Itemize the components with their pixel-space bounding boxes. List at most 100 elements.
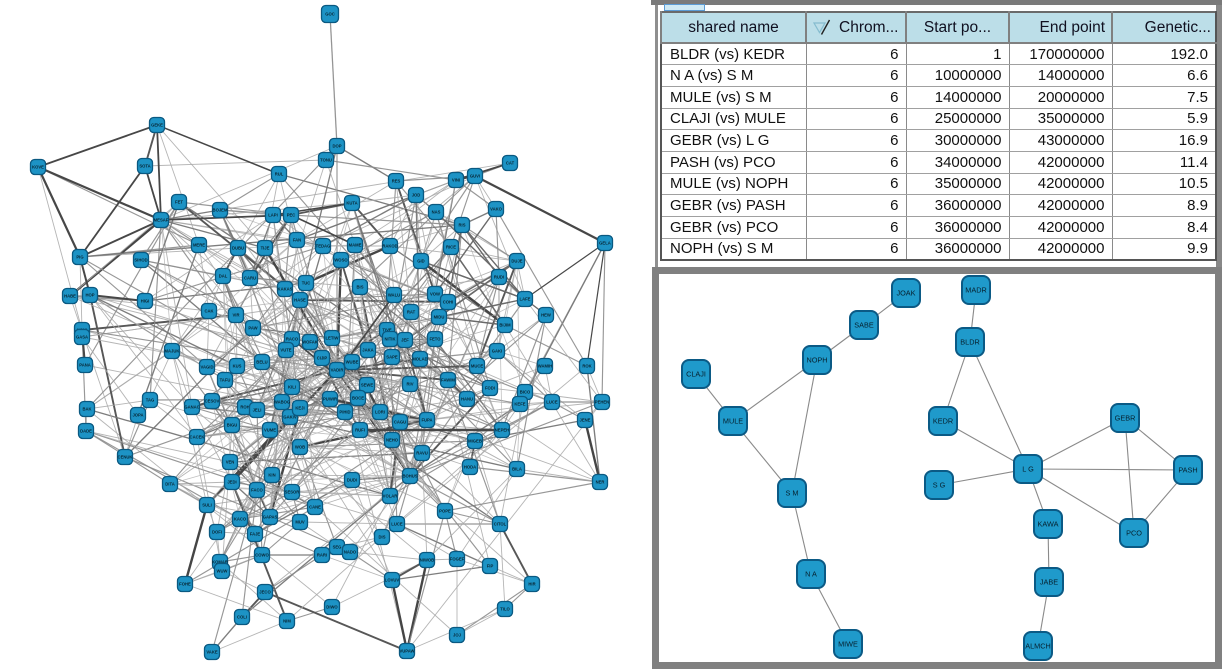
svg-text:RUFI: RUFI — [355, 428, 365, 433]
svg-text:BELU: BELU — [256, 360, 267, 365]
svg-text:RUL: RUL — [275, 172, 284, 177]
svg-text:VOLAR: VOLAR — [383, 494, 398, 499]
svg-text:LAFE: LAFE — [520, 297, 531, 302]
svg-text:TAG: TAG — [146, 398, 155, 403]
svg-text:LUCE: LUCE — [546, 400, 558, 405]
svg-text:GAKIV: GAKIV — [283, 415, 296, 420]
svg-text:JELI: JELI — [253, 408, 262, 413]
svg-text:LUCE: LUCE — [391, 522, 403, 527]
svg-text:L G: L G — [1022, 465, 1034, 474]
svg-text:S G: S G — [933, 481, 946, 490]
svg-text:WUW: WUW — [217, 569, 228, 574]
svg-text:MULE: MULE — [723, 417, 743, 426]
svg-text:NADO: NADO — [344, 550, 357, 555]
svg-text:PIHID: PIHID — [339, 410, 350, 415]
svg-text:VAGID: VAGID — [201, 365, 214, 370]
svg-text:RARI: RARI — [317, 553, 327, 558]
svg-text:MUV: MUV — [295, 520, 305, 525]
svg-text:NEPEH: NEPEH — [495, 428, 509, 433]
svg-text:RIV: RIV — [407, 382, 414, 387]
svg-text:MAJUK: MAJUK — [165, 349, 180, 354]
svg-text:MUCE: MUCE — [471, 364, 484, 369]
svg-text:WOSO: WOSO — [334, 258, 348, 263]
svg-text:WABOG: WABOG — [274, 400, 290, 405]
svg-text:DUBU: DUBU — [232, 246, 244, 251]
svg-text:FAWIM: FAWIM — [441, 378, 455, 383]
svg-text:CACEK: CACEK — [190, 435, 205, 440]
svg-text:GEBR: GEBR — [1115, 414, 1136, 423]
svg-text:JOAK: JOAK — [896, 289, 915, 298]
svg-text:LORI: LORI — [375, 410, 385, 415]
svg-text:ROK: ROK — [582, 364, 591, 369]
svg-text:MESAF: MESAF — [154, 218, 169, 223]
svg-text:TAFU: TAFU — [220, 378, 231, 383]
svg-text:ROH: ROH — [240, 405, 249, 410]
svg-text:LETIW: LETIW — [325, 336, 338, 341]
svg-text:FAJE: FAJE — [250, 532, 261, 537]
svg-text:VUPAW: VUPAW — [399, 649, 414, 654]
svg-text:DITA: DITA — [165, 482, 174, 487]
svg-text:TIJE: TIJE — [261, 246, 270, 251]
svg-text:FUPA: FUPA — [421, 418, 432, 423]
svg-text:VOW: VOW — [430, 292, 440, 297]
svg-text:PAW: PAW — [248, 326, 257, 331]
svg-text:VAKE: VAKE — [206, 650, 218, 655]
svg-text:HIR: HIR — [528, 582, 535, 587]
svg-text:RAT: RAT — [407, 310, 416, 315]
svg-text:VUME: VUME — [264, 428, 276, 433]
svg-text:KOVE: KOVE — [32, 165, 44, 170]
svg-text:VAKO: VAKO — [490, 207, 503, 212]
svg-text:KUS: KUS — [233, 364, 242, 369]
svg-text:JABE: JABE — [1040, 578, 1058, 587]
svg-text:NEHO: NEHO — [386, 438, 399, 443]
svg-text:DUDI: DUDI — [347, 478, 357, 483]
svg-text:FODI: FODI — [485, 386, 495, 391]
svg-text:KILI: KILI — [288, 385, 296, 390]
svg-text:JOJ: JOJ — [453, 633, 462, 638]
svg-text:KAWA: KAWA — [1038, 520, 1059, 529]
svg-text:JOPA: JOPA — [132, 413, 143, 418]
svg-text:RES: RES — [392, 179, 401, 184]
svg-text:DOP: DOP — [332, 144, 341, 149]
svg-text:GUVI: GUVI — [470, 174, 480, 179]
svg-text:CENUK: CENUK — [118, 455, 133, 460]
svg-text:TUC: TUC — [302, 281, 311, 286]
svg-text:BAK: BAK — [82, 407, 91, 412]
svg-text:CAGU: CAGU — [394, 420, 406, 425]
svg-text:MERE: MERE — [193, 243, 205, 248]
svg-text:HIGI: HIGI — [141, 299, 150, 304]
svg-text:FOHE: FOHE — [179, 582, 191, 587]
svg-text:DAL: DAL — [219, 274, 228, 279]
svg-text:MOLAD: MOLAD — [412, 357, 427, 362]
svg-text:SAPE: SAPE — [386, 355, 398, 360]
svg-text:DADE: DADE — [80, 429, 92, 434]
svg-text:CLAJI: CLAJI — [686, 370, 706, 379]
svg-text:COLI: COLI — [237, 615, 247, 620]
svg-text:RAKOD: RAKOD — [382, 244, 397, 249]
svg-text:BOCE: BOCE — [352, 396, 364, 401]
svg-text:KEFE: KEFE — [514, 402, 525, 407]
svg-text:LOVUV: LOVUV — [385, 578, 400, 583]
svg-text:RICE: RICE — [446, 245, 456, 250]
svg-text:RACO: RACO — [286, 337, 299, 342]
svg-text:BLDR: BLDR — [960, 338, 979, 347]
svg-text:FACO: FACO — [251, 488, 263, 493]
svg-text:CARU: CARU — [244, 276, 256, 281]
svg-text:PUWIR: PUWIR — [323, 397, 337, 402]
svg-text:FIP: FIP — [487, 564, 494, 569]
svg-text:COWO: COWO — [255, 553, 269, 558]
svg-text:CANE: CANE — [309, 505, 321, 510]
svg-text:NAS: NAS — [432, 210, 441, 215]
svg-text:GEKE: GEKE — [151, 123, 163, 128]
svg-text:NIM: NIM — [283, 619, 291, 624]
svg-text:JEF: JEF — [401, 338, 409, 343]
svg-text:WOFAK: WOFAK — [302, 340, 318, 345]
svg-text:JEDI: JEDI — [227, 480, 236, 485]
svg-text:VIR: VIR — [233, 313, 240, 318]
svg-text:SEG: SEG — [333, 545, 342, 550]
svg-text:KEJI: KEJI — [295, 406, 304, 411]
svg-text:TONU: TONU — [320, 158, 332, 163]
svg-text:SIHOD: SIHOD — [134, 258, 147, 263]
svg-text:WAMIH: WAMIH — [538, 364, 552, 369]
svg-text:HABE: HABE — [64, 294, 76, 299]
